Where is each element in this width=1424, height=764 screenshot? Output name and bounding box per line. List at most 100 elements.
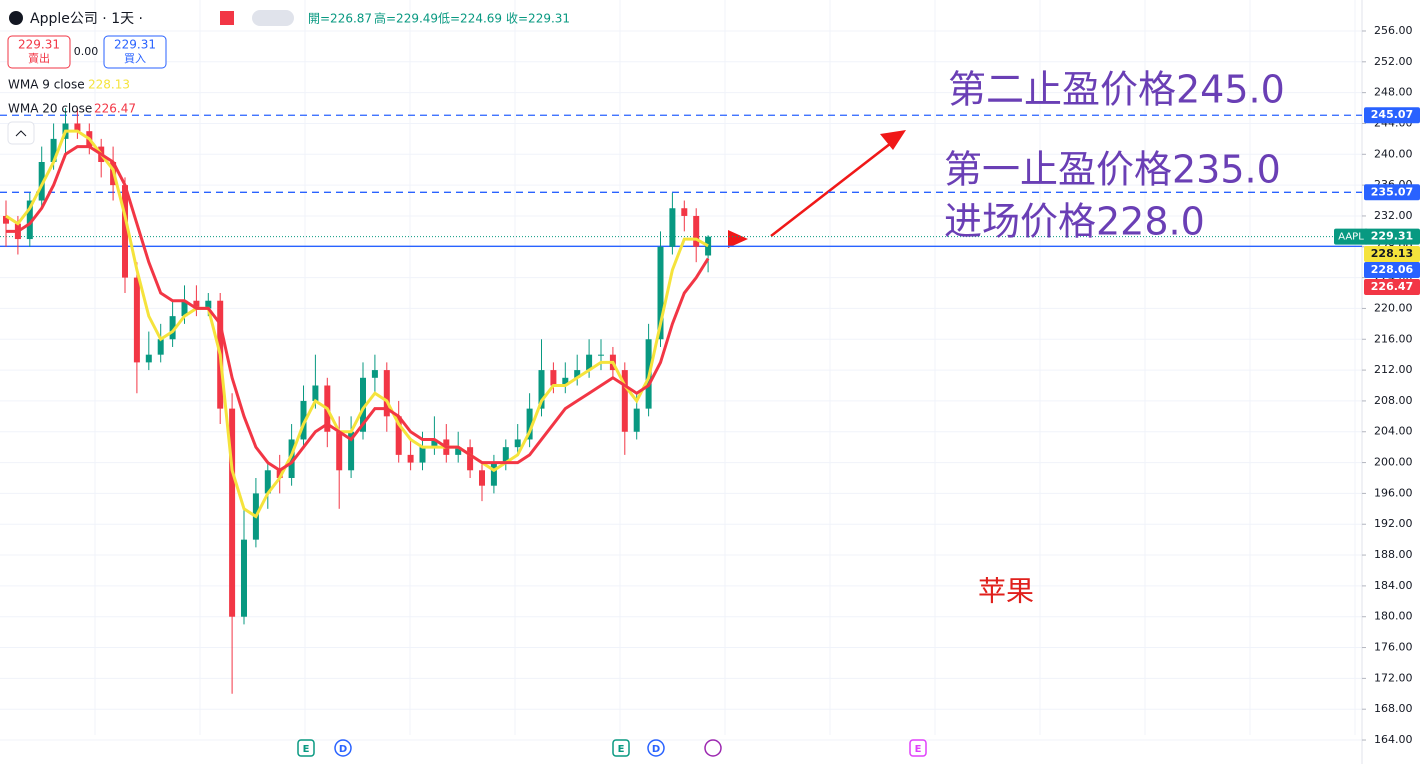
arrow-head bbox=[880, 130, 906, 150]
candle-body bbox=[502, 447, 509, 463]
candle-body bbox=[312, 385, 319, 401]
ohlc-item: 收=229.31 bbox=[506, 12, 570, 26]
y-tick-label: 196.00 bbox=[1374, 486, 1413, 499]
legend-name: WMA 20 close bbox=[8, 102, 92, 116]
candle-body bbox=[74, 123, 81, 132]
price-tag-text: 245.07 bbox=[1371, 108, 1413, 121]
symbol-tag bbox=[1334, 228, 1368, 245]
y-tick-label: 188.00 bbox=[1374, 548, 1413, 561]
candle-body bbox=[562, 377, 569, 386]
event-icon bbox=[334, 739, 352, 757]
candle-body bbox=[395, 416, 402, 455]
candle-body bbox=[169, 316, 176, 340]
legend-value: 228.13 bbox=[88, 78, 130, 92]
y-tick-label: 200.00 bbox=[1374, 456, 1413, 469]
legend-value: 226.47 bbox=[94, 102, 136, 116]
y-tick-label: 216.00 bbox=[1374, 332, 1413, 345]
chart-title: Apple公司 · 1天 · bbox=[30, 11, 143, 27]
wma-line bbox=[6, 145, 710, 473]
annotation: 进场价格228.0 bbox=[944, 200, 1205, 244]
event-label: E bbox=[618, 744, 625, 755]
candle-body bbox=[383, 370, 390, 417]
y-tick-label: 240.00 bbox=[1374, 147, 1413, 160]
candle-body bbox=[621, 370, 628, 432]
candle-body bbox=[276, 470, 283, 478]
candle-body bbox=[181, 300, 188, 317]
candle-body bbox=[288, 439, 295, 478]
candle-body bbox=[336, 431, 343, 471]
candle-body bbox=[431, 439, 438, 448]
ohlc-item: 低=224.69 bbox=[438, 12, 502, 26]
candle-body bbox=[229, 408, 236, 617]
price-tag-text: 228.06 bbox=[1371, 263, 1414, 276]
candle-body bbox=[371, 370, 378, 378]
candle-body bbox=[419, 447, 426, 463]
candle-body bbox=[705, 236, 712, 256]
candle-body bbox=[157, 339, 164, 355]
symbol-text: AAPL bbox=[1338, 232, 1364, 243]
price-tag bbox=[1364, 279, 1420, 295]
candle-body bbox=[122, 185, 128, 278]
y-tick-label: 164.00 bbox=[1374, 733, 1413, 746]
spread: 0.00 bbox=[74, 45, 99, 58]
candle-body bbox=[514, 439, 521, 448]
arrow-line bbox=[770, 139, 896, 237]
event-icon bbox=[297, 739, 315, 757]
candle-body bbox=[38, 162, 45, 201]
event-label: D bbox=[339, 744, 347, 755]
candle-body bbox=[50, 138, 57, 163]
flag[interactable] bbox=[220, 11, 234, 25]
toggle[interactable] bbox=[252, 10, 294, 26]
price-tag-text: 228.13 bbox=[1371, 247, 1413, 260]
candle-body bbox=[241, 539, 247, 617]
y-tick-label: 204.00 bbox=[1374, 425, 1413, 438]
y-tick-label: 180.00 bbox=[1374, 610, 1413, 623]
candle-body bbox=[669, 208, 676, 247]
price-tag bbox=[1364, 262, 1420, 278]
price-tag bbox=[1364, 107, 1420, 124]
sell-button[interactable] bbox=[7, 35, 71, 69]
price-tag bbox=[1364, 228, 1420, 245]
y-tick-label: 232.00 bbox=[1374, 209, 1413, 222]
candle-body bbox=[538, 370, 545, 409]
collapse-icon bbox=[15, 130, 27, 137]
annotation: 苹果 bbox=[978, 575, 1034, 608]
candle-body bbox=[490, 462, 497, 486]
candle-body bbox=[133, 277, 140, 363]
buy-label: 買入 bbox=[124, 52, 146, 65]
candle-body bbox=[264, 470, 271, 494]
logo bbox=[9, 11, 23, 25]
candle-body bbox=[586, 354, 593, 371]
y-tick-label: 256.00 bbox=[1374, 24, 1413, 37]
y-tick-label: 172.00 bbox=[1374, 671, 1413, 684]
candle-body bbox=[360, 377, 366, 432]
buy-button[interactable] bbox=[103, 35, 167, 69]
event-label: E bbox=[915, 744, 922, 755]
annotation: 第二止盈价格245.0 bbox=[948, 68, 1285, 112]
event-icon bbox=[612, 739, 630, 757]
ohlc-item: 高=229.49 bbox=[374, 11, 438, 26]
candle-body bbox=[681, 208, 688, 216]
candle-body bbox=[526, 408, 533, 440]
event-icon bbox=[909, 739, 927, 757]
price-tag bbox=[1364, 184, 1420, 201]
y-tick-label: 248.00 bbox=[1374, 86, 1413, 99]
legend-name: WMA 9 close bbox=[8, 78, 85, 92]
sell-price: 229.31 bbox=[18, 38, 60, 52]
price-tag-text: 235.07 bbox=[1371, 185, 1413, 198]
candle-body bbox=[145, 354, 152, 363]
candle-body bbox=[479, 470, 485, 486]
candle-body bbox=[467, 447, 474, 471]
buy-price: 229.31 bbox=[114, 38, 156, 52]
wma-line bbox=[5, 129, 709, 519]
candle-body bbox=[26, 200, 33, 240]
event-icon bbox=[647, 739, 665, 757]
event-label: E bbox=[303, 744, 310, 755]
annotation: 第一止盈价格235.0 bbox=[944, 148, 1281, 192]
collapse-button[interactable] bbox=[7, 121, 35, 145]
y-tick-label: 220.00 bbox=[1374, 301, 1413, 314]
candle-body bbox=[693, 215, 700, 247]
y-tick-label: 168.00 bbox=[1374, 702, 1413, 715]
y-tick-label: 212.00 bbox=[1374, 363, 1413, 376]
